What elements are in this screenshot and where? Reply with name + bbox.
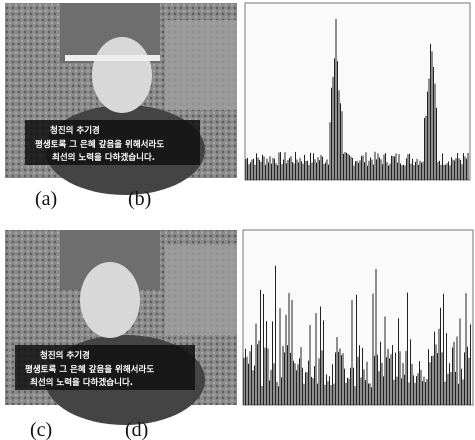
- figure: 청진의 추기경 평생토록 그 은혜 갚음을 위해서라도 최선의 노력을 다하겠습…: [0, 0, 475, 440]
- subtitle-line: 최선의 노력을 다하겠습니다.: [30, 377, 133, 388]
- video-frame: 청진의 추기경 평생토록 그 은혜 갚음을 위해서라도 최선의 노력을 다하겠습…: [5, 3, 237, 195]
- subtitle-line: 청진의 추기경: [50, 125, 100, 136]
- subtitle-line: 평생토록 그 은혜 갚음을 위해서라도: [25, 364, 154, 375]
- panel-label: (c): [30, 419, 52, 440]
- subtitle-line: 평생토록 그 은혜 갚음을 위해서라도: [35, 139, 164, 150]
- top-row: 청진의 추기경 평생토록 그 은혜 갚음을 위해서라도 최선의 노력을 다하겠습…: [5, 3, 470, 210]
- panel-label: (a): [35, 188, 57, 210]
- video-frame: 청진의 추기경 평생토록 그 은혜 갚음을 위해서라도 최선의 노력을 다하겠습…: [5, 230, 237, 425]
- subtitle-line: 최선의 노력을 다하겠습니다.: [52, 152, 155, 163]
- subtitle-line: 청진의 추기경: [40, 350, 90, 361]
- histogram: [243, 230, 473, 405]
- bottom-row: 청진의 추기경 평생토록 그 은혜 갚음을 위해서라도 최선의 노력을 다하겠습…: [5, 230, 473, 440]
- panel-label: (d): [125, 419, 148, 440]
- histogram: [245, 3, 470, 180]
- panel-label: (b): [128, 188, 151, 210]
